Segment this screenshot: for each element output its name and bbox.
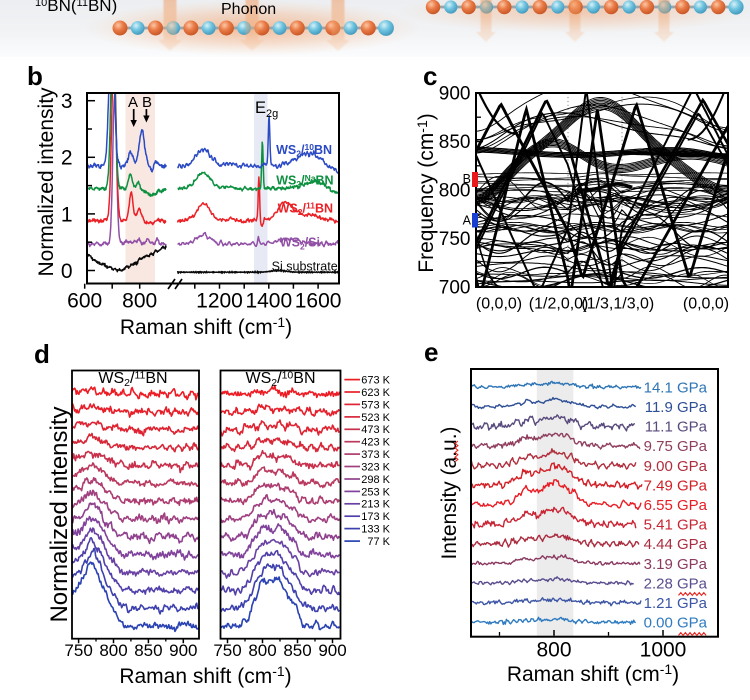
svg-text:WS2/10BN: WS2/10BN [276,142,332,158]
svg-text:373 K: 373 K [361,449,390,461]
svg-text:850: 850 [283,641,311,660]
svg-text:Frequency (cm-1): Frequency (cm-1) [414,113,438,273]
svg-text:3: 3 [61,90,73,113]
svg-text:(1/2,0,0): (1/2,0,0) [529,296,589,313]
svg-text:3.19 GPa: 3.19 GPa [644,556,708,573]
svg-text:700: 700 [439,278,471,299]
svg-text:750: 750 [439,229,471,250]
svg-text:WS2/10BN: WS2/10BN [246,370,316,390]
svg-text:10BN(11BN): 10BN(11BN) [35,0,117,15]
svg-text:423 K: 423 K [361,437,390,449]
svg-text:523 K: 523 K [361,412,390,424]
svg-text:7.49 GPa: 7.49 GPa [644,477,708,494]
svg-text:WS2/NaBN: WS2/NaBN [276,173,333,189]
svg-text:11.1 GPa: 11.1 GPa [645,419,708,436]
svg-text:(1/3,1/3,0): (1/3,1/3,0) [581,296,654,313]
svg-text:673 K: 673 K [361,375,390,387]
svg-text:600: 600 [67,290,102,313]
svg-text:(0,0,0): (0,0,0) [683,296,729,313]
svg-text:WS2/11BN: WS2/11BN [98,370,167,390]
svg-text:573 K: 573 K [361,399,390,411]
svg-text:800: 800 [122,290,157,313]
svg-text:B: B [142,94,152,111]
svg-text:623 K: 623 K [361,387,390,399]
svg-text:11.9 GPa: 11.9 GPa [645,399,708,416]
svg-text:6.55 GPa: 6.55 GPa [644,497,708,514]
svg-text:1600: 1600 [295,290,342,313]
svg-text:800: 800 [99,641,127,660]
svg-text:Raman shift (cm-1): Raman shift (cm-1) [119,663,291,688]
svg-text:0.00 GPa: 0.00 GPa [644,615,708,632]
svg-text:e: e [424,337,438,367]
svg-text:1200: 1200 [196,290,243,313]
svg-text:473 K: 473 K [361,424,390,436]
svg-text:(0,0,0): (0,0,0) [476,296,522,313]
svg-text:0: 0 [61,260,73,283]
svg-text:9.75 GPa: 9.75 GPa [644,438,708,455]
svg-text:Si substrate: Si substrate [272,260,338,274]
svg-text:133 K: 133 K [361,524,390,536]
svg-text:298 K: 298 K [361,474,390,486]
svg-text:750: 750 [213,641,241,660]
svg-text:900: 900 [318,641,346,660]
svg-text:c: c [423,61,437,91]
svg-text:2.28 GPa: 2.28 GPa [644,575,708,592]
svg-text:173 K: 173 K [361,511,390,523]
svg-text:A: A [128,94,138,111]
svg-text:323 K: 323 K [361,461,390,473]
svg-text:213 K: 213 K [361,499,390,511]
svg-text:Normalized intensity: Normalized intensity [35,87,58,277]
svg-text:9.00 GPa: 9.00 GPa [644,458,708,475]
svg-text:B: B [463,172,471,186]
svg-text:4.44 GPa: 4.44 GPa [644,536,708,553]
svg-text:1: 1 [61,203,73,226]
svg-text:Normalized intensity: Normalized intensity [46,406,73,622]
svg-text:Raman shift (cm-1): Raman shift (cm-1) [120,314,292,339]
svg-text:d: d [34,339,50,369]
svg-text:800: 800 [248,641,276,660]
svg-text:WS2/11BN: WS2/11BN [278,201,333,217]
svg-text:850: 850 [134,641,162,660]
svg-text:Intensity (a.u.): Intensity (a.u.) [438,426,461,559]
svg-text:750: 750 [64,641,92,660]
svg-text:WS2/Si: WS2/Si [280,236,320,252]
svg-text:Raman shift (cm-1): Raman shift (cm-1) [507,661,679,686]
svg-text:900: 900 [169,641,197,660]
svg-text:800: 800 [536,639,571,662]
svg-text:2: 2 [61,147,73,170]
svg-text:Phonon: Phonon [221,1,276,18]
svg-text:1.21 GPa: 1.21 GPa [644,595,708,612]
svg-text:5.41 GPa: 5.41 GPa [644,517,708,534]
svg-text:14.1 GPa: 14.1 GPa [644,379,708,396]
svg-text:77 K: 77 K [367,536,390,548]
svg-text:253 K: 253 K [361,486,390,498]
svg-text:A: A [463,214,472,228]
svg-text:800: 800 [439,181,471,202]
svg-text:900: 900 [439,84,471,105]
svg-text:b: b [27,61,43,91]
svg-text:850: 850 [439,132,471,153]
svg-text:1400: 1400 [245,290,292,313]
svg-text:1000: 1000 [640,639,687,662]
